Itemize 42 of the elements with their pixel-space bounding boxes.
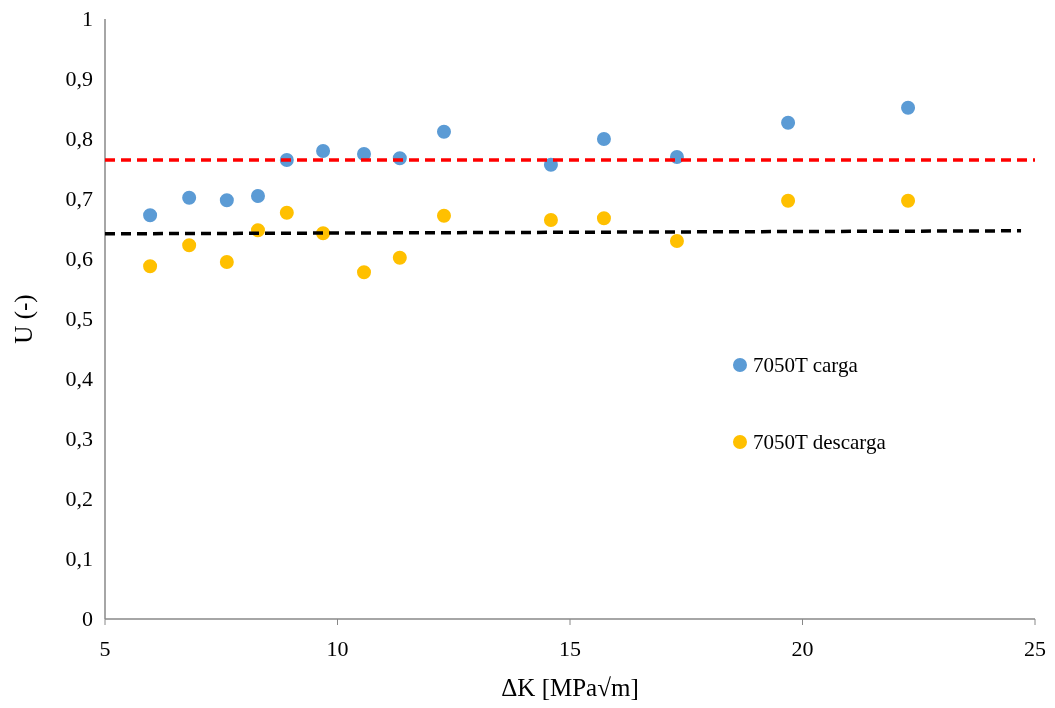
point bbox=[219, 193, 234, 208]
y-axis-title: U (-) bbox=[10, 294, 38, 344]
x-tick-label: 5 bbox=[99, 636, 111, 661]
x-tick-label: 20 bbox=[791, 636, 814, 661]
point bbox=[279, 205, 294, 220]
point bbox=[901, 193, 916, 208]
y-tick-label: 0,8 bbox=[65, 126, 93, 151]
point bbox=[669, 234, 684, 248]
legend-label: 7050T carga bbox=[753, 353, 859, 377]
point bbox=[543, 213, 558, 227]
point bbox=[781, 193, 796, 208]
y-tick-label: 1 bbox=[82, 6, 93, 31]
point bbox=[596, 211, 611, 226]
point bbox=[250, 189, 265, 203]
point bbox=[543, 157, 558, 172]
y-tick-label: 0,4 bbox=[65, 366, 93, 391]
y-tick-label: 0,7 bbox=[65, 186, 93, 211]
point bbox=[436, 124, 451, 139]
x-tick-label: 25 bbox=[1024, 636, 1046, 661]
point bbox=[316, 144, 331, 158]
point bbox=[436, 208, 451, 223]
y-tick-label: 0,2 bbox=[65, 486, 93, 511]
y-tick-label: 0,3 bbox=[65, 426, 93, 451]
point bbox=[596, 132, 611, 146]
y-tick-label: 0,6 bbox=[65, 246, 93, 271]
point bbox=[901, 100, 916, 115]
legend-label: 7050T descarga bbox=[753, 430, 887, 454]
point bbox=[219, 255, 234, 269]
y-tick-label: 0 bbox=[82, 606, 93, 631]
point bbox=[781, 115, 796, 130]
point bbox=[143, 259, 158, 274]
y-tick-label: 0,5 bbox=[65, 306, 93, 331]
y-tick-label: 0,9 bbox=[65, 66, 93, 91]
point bbox=[182, 190, 197, 205]
x-tick-label: 10 bbox=[326, 636, 349, 661]
point bbox=[143, 208, 158, 223]
point bbox=[357, 265, 372, 280]
x-tick-label: 15 bbox=[559, 636, 581, 661]
point bbox=[392, 250, 407, 265]
y-tick-label: 0,1 bbox=[65, 546, 93, 571]
point bbox=[182, 238, 197, 253]
x-axis-title: ΔK [MPa√m] bbox=[501, 674, 639, 701]
